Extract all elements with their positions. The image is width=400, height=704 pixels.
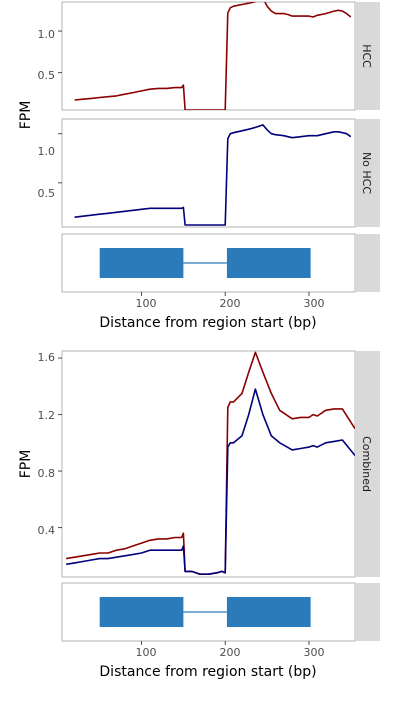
strip-no-hcc xyxy=(355,119,380,227)
combined-series-line-1 xyxy=(66,388,355,576)
strip-hcc xyxy=(355,2,380,110)
x-tick-label: 200 xyxy=(220,646,241,659)
hcc-series-line-0 xyxy=(74,2,352,110)
chart-marks xyxy=(58,2,355,645)
x-tick-label: 200 xyxy=(220,297,241,310)
strip-no-hcc-label: No HCC xyxy=(360,152,373,194)
combined-ytick-label: 0.4 xyxy=(38,524,56,537)
panel-combined: Combined 0.4 0.8 1.2 1.6 FPM xyxy=(18,350,380,578)
exon-block-2 xyxy=(226,248,311,278)
panel-hcc: HCC 0.5 1.0 xyxy=(38,1,380,111)
x-tick-label: 300 xyxy=(304,646,325,659)
strip-combined-label: Combined xyxy=(360,436,373,492)
x-axis-title: Distance from region start (bp) xyxy=(99,664,316,680)
x-axis-title: Distance from region start (bp) xyxy=(99,315,316,331)
strip-hcc-label: HCC xyxy=(360,44,373,68)
panel-no-hcc: No HCC 0.5 1.0 xyxy=(38,118,380,228)
no-hcc-ytick-label: 0.5 xyxy=(38,187,56,200)
exon-block-1 xyxy=(99,248,184,278)
no-hcc-ytick-label: 1.0 xyxy=(38,145,56,158)
combined-ytick-label: 1.2 xyxy=(38,409,56,422)
x-tick-label: 100 xyxy=(136,646,157,659)
combined-ytick-label: 0.8 xyxy=(38,467,56,480)
x-tick-label: 300 xyxy=(304,297,325,310)
strip-combined xyxy=(355,351,380,577)
top-y-axis-title: FPM xyxy=(18,101,34,130)
no-hcc-series-line-0 xyxy=(74,124,352,226)
gene-strip-top xyxy=(355,234,380,292)
gene-strip-bottom xyxy=(355,583,380,641)
hcc-ytick-label: 0.5 xyxy=(38,69,56,82)
panel-combined-area xyxy=(61,350,356,578)
hcc-ytick-label: 1.0 xyxy=(38,28,56,41)
exon-block-1 xyxy=(99,597,184,627)
combined-ytick-label: 1.6 xyxy=(38,351,56,364)
panel-hcc-area xyxy=(61,1,356,111)
x-tick-label: 100 xyxy=(136,297,157,310)
combined-y-axis-title: FPM xyxy=(18,450,34,479)
exon-block-2 xyxy=(226,597,311,627)
panel-no-hcc-area xyxy=(61,118,356,228)
